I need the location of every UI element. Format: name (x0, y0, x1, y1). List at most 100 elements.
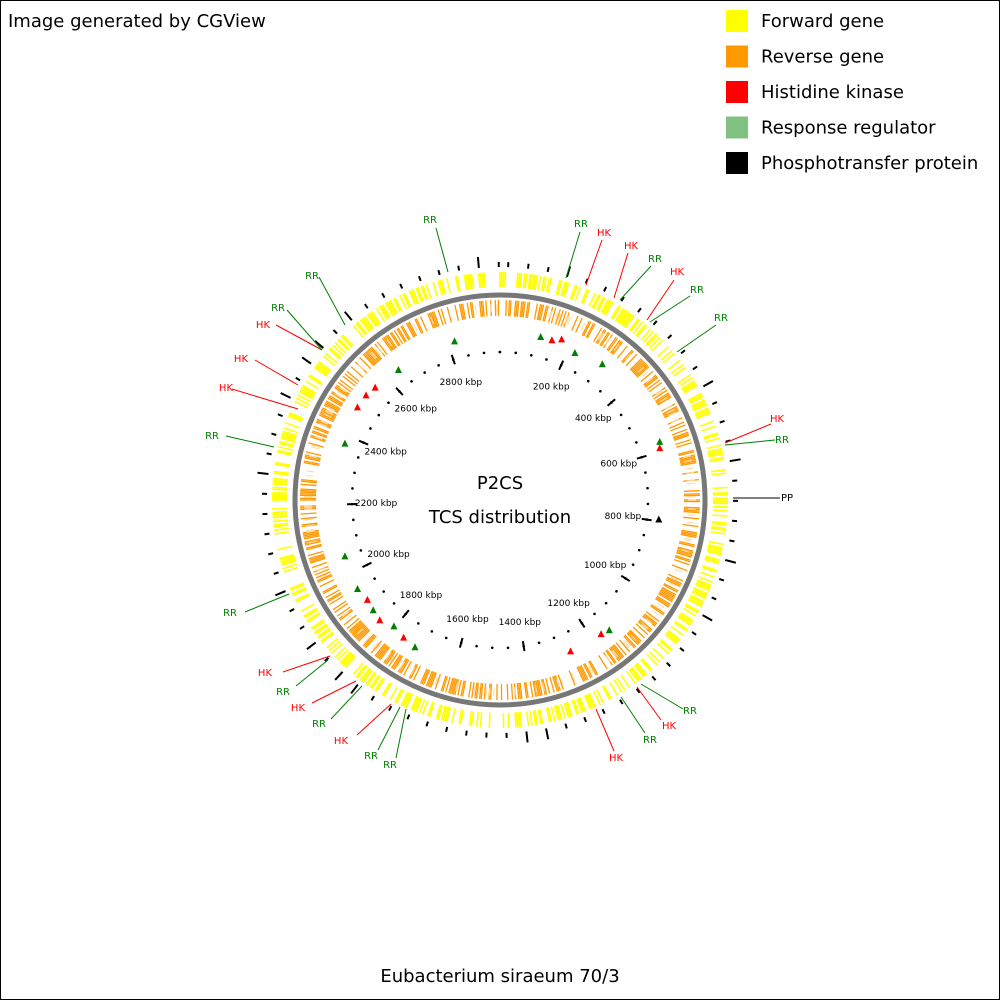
gene (572, 699, 580, 715)
gene (667, 629, 681, 641)
gene (672, 366, 686, 377)
gene (289, 608, 295, 613)
gene (680, 533, 697, 539)
gene (610, 305, 620, 319)
gene (384, 302, 394, 317)
gene (609, 682, 619, 696)
gene (309, 554, 325, 561)
gene (670, 424, 686, 432)
gene (300, 603, 315, 613)
feature-marker (655, 515, 663, 523)
feature-label: RR (683, 706, 697, 717)
gene (677, 374, 692, 384)
gene (632, 626, 646, 639)
gene (550, 307, 557, 324)
gene (374, 677, 384, 692)
gene (580, 323, 586, 331)
gene (524, 273, 528, 289)
gene (339, 379, 354, 391)
gene (457, 265, 461, 271)
feature-marker (376, 616, 384, 624)
gene (571, 315, 579, 331)
gene (542, 678, 548, 695)
scale-tick (395, 387, 404, 396)
gene (525, 731, 529, 743)
gene (532, 274, 537, 290)
gene (680, 461, 697, 467)
gene (539, 304, 545, 321)
gene (348, 620, 362, 632)
gene (667, 359, 681, 371)
gene (674, 568, 683, 573)
gene (684, 604, 699, 614)
gene (616, 677, 626, 692)
gene (632, 361, 646, 374)
gene (676, 442, 692, 448)
gene (613, 644, 625, 658)
gene (273, 472, 289, 476)
gene (439, 279, 445, 295)
gene (432, 281, 439, 297)
gene (711, 401, 718, 406)
gene (668, 573, 684, 582)
leader-line (619, 265, 652, 301)
gene (390, 654, 401, 669)
scale-dot (387, 401, 390, 405)
gene (329, 394, 344, 405)
feature-label: HK (597, 228, 612, 239)
feature-marker (390, 622, 398, 630)
gene (662, 584, 678, 593)
gene (366, 314, 377, 328)
gene (300, 480, 317, 484)
gene (422, 700, 429, 715)
gene (729, 458, 741, 463)
feature-label: PP (781, 493, 793, 504)
gene (707, 447, 723, 453)
gene (648, 614, 656, 621)
gene (612, 341, 624, 356)
gene (468, 681, 472, 698)
gene (401, 325, 411, 340)
gene (555, 705, 561, 721)
leader-line (356, 703, 392, 736)
gene (692, 365, 698, 371)
scale-label: 600 kbp (600, 460, 637, 470)
gene (303, 460, 320, 465)
gene (704, 557, 720, 563)
gene (689, 595, 704, 605)
feature-marker (362, 391, 370, 399)
gene (387, 334, 398, 349)
gene (652, 320, 658, 326)
gene (603, 685, 613, 700)
gene (595, 689, 605, 704)
gene (552, 676, 558, 692)
gene (343, 654, 355, 667)
gene (422, 669, 431, 686)
gene (414, 318, 423, 334)
gene (428, 702, 435, 718)
gene (658, 591, 674, 602)
gene (656, 602, 665, 609)
gene (702, 614, 713, 622)
gene (370, 346, 383, 360)
gene (633, 664, 645, 678)
gene (371, 310, 381, 325)
gene (305, 451, 322, 457)
gene (397, 327, 407, 342)
gene (514, 687, 516, 696)
gene (706, 444, 722, 450)
gene (664, 405, 672, 410)
gene (440, 308, 447, 325)
leader-line (330, 685, 363, 720)
gene (344, 614, 352, 621)
feature-marker (341, 552, 349, 560)
gene (272, 479, 288, 483)
scale-dot (490, 646, 494, 650)
scale-dot (359, 549, 363, 552)
gene (273, 470, 289, 475)
gene (699, 420, 715, 428)
gene (682, 523, 699, 528)
gene (311, 620, 326, 631)
gene (644, 376, 659, 388)
